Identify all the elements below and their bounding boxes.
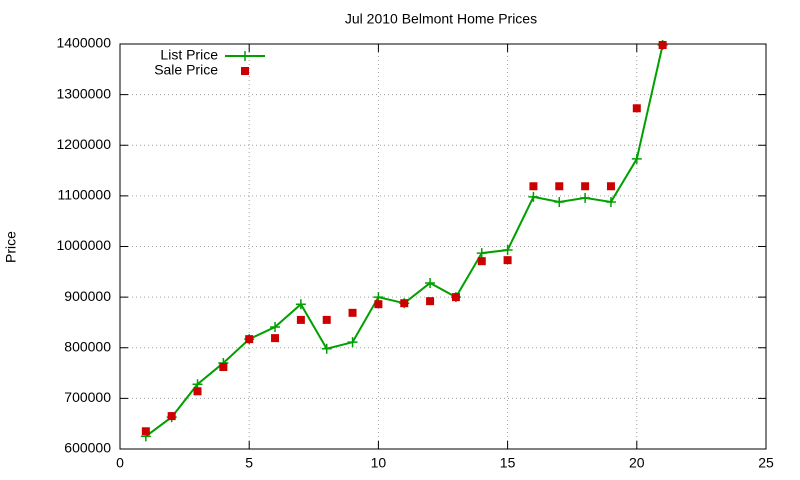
x-tick-label: 0	[116, 455, 124, 471]
x-tick-label: 5	[245, 455, 253, 471]
y-tick-label: 700000	[64, 389, 111, 405]
point	[606, 182, 615, 191]
point	[528, 191, 539, 202]
legend-label: List Price	[160, 47, 218, 63]
y-tick-label: 1300000	[56, 85, 111, 101]
point	[580, 192, 591, 203]
point	[347, 337, 358, 348]
y-tick-label: 1000000	[56, 237, 111, 253]
point	[425, 277, 436, 288]
point	[296, 315, 305, 324]
legend-marker	[241, 67, 249, 75]
point	[295, 299, 306, 310]
point	[374, 300, 383, 309]
y-tick-label: 1100000	[58, 187, 112, 203]
line	[145, 44, 664, 438]
point	[502, 245, 513, 256]
y-tick-label: 800000	[64, 338, 111, 354]
point	[632, 104, 641, 113]
y-axis-label: Price	[3, 231, 19, 263]
point	[658, 41, 667, 50]
point	[400, 299, 409, 308]
point	[605, 196, 616, 207]
point	[631, 153, 642, 164]
x-tick-label: 20	[629, 455, 645, 471]
y-tick-label: 1400000	[56, 35, 111, 51]
point	[451, 293, 460, 302]
point	[529, 182, 538, 191]
point	[167, 412, 176, 421]
point	[581, 182, 590, 191]
point	[141, 427, 150, 436]
point	[477, 257, 486, 266]
x-tick-label: 25	[758, 455, 774, 471]
point	[554, 196, 565, 207]
point	[270, 321, 281, 332]
point	[245, 335, 254, 344]
chart-title: Jul 2010 Belmont Home Prices	[345, 11, 537, 27]
y-tick-label: 900000	[64, 288, 111, 304]
point	[426, 297, 435, 306]
point	[348, 308, 357, 317]
point	[476, 248, 487, 259]
y-tick-label: 1200000	[56, 136, 111, 152]
point	[271, 334, 280, 343]
point	[322, 315, 331, 324]
point	[503, 256, 512, 265]
point	[219, 362, 228, 371]
y-tick-label: 600000	[64, 440, 111, 456]
point	[193, 387, 202, 396]
plot-frame	[119, 43, 767, 450]
legend-label: Sale Price	[154, 62, 218, 78]
point	[321, 343, 332, 354]
x-tick-label: 10	[371, 455, 387, 471]
legend-marker	[240, 51, 250, 61]
point	[555, 182, 564, 191]
x-tick-label: 15	[500, 455, 516, 471]
